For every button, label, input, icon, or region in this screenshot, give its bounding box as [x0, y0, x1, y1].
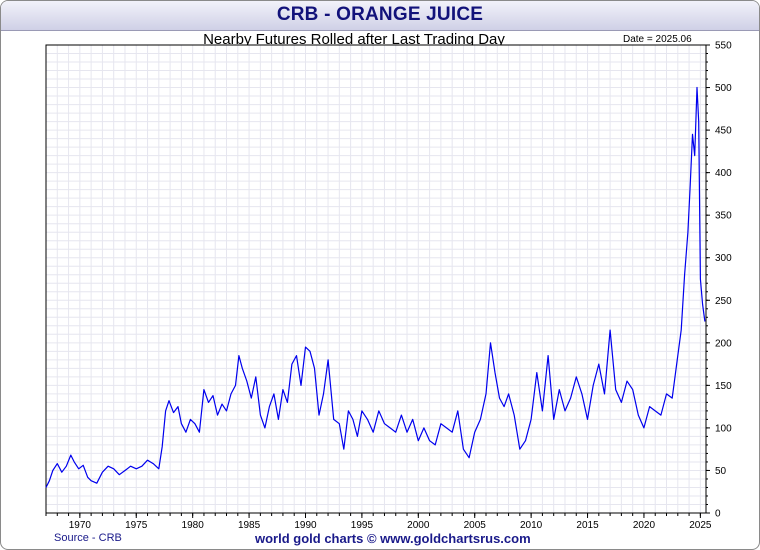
y-tick-label: 200 [715, 338, 732, 349]
x-tick-label: 1985 [238, 520, 261, 531]
y-tick-label: 450 [715, 126, 732, 137]
source-label: Source - CRB [54, 532, 122, 544]
y-tick-label: 300 [715, 253, 732, 264]
x-tick-label: 1975 [125, 520, 148, 531]
plot-area [46, 45, 706, 513]
chart-title: CRB - ORANGE JUICE [276, 4, 484, 25]
y-tick-label: 100 [715, 423, 732, 434]
x-tick-label: 2015 [576, 520, 599, 531]
x-tick-label: 1995 [351, 520, 374, 531]
y-tick-label: 500 [715, 83, 732, 94]
x-tick-label: 1990 [294, 520, 317, 531]
x-tick-label: 1970 [69, 520, 92, 531]
y-tick-label: 0 [715, 509, 721, 520]
date-label: Date = 2025.06 [623, 34, 692, 45]
footer-credit: world gold charts © www.goldchartsrus.co… [255, 531, 531, 546]
y-tick-label: 550 [715, 41, 732, 52]
x-tick-label: 2000 [407, 520, 430, 531]
x-tick-label: 2025 [689, 520, 712, 531]
x-tick-label: 2020 [633, 520, 656, 531]
y-tick-label: 50 [715, 466, 727, 477]
y-tick-label: 350 [715, 211, 732, 222]
chart-subtitle: Nearby Futures Rolled after Last Trading… [203, 31, 505, 48]
plot-border [45, 44, 707, 514]
series-line-orange-juice [45, 86, 706, 488]
y-tick-label: 250 [715, 296, 732, 307]
title-bar [1, 1, 759, 31]
y-tick-label: 150 [715, 381, 732, 392]
y-tick-label: 400 [715, 168, 732, 179]
x-tick-label: 2005 [464, 520, 487, 531]
x-tick-label: 2010 [520, 520, 543, 531]
x-tick-label: 1980 [182, 520, 205, 531]
